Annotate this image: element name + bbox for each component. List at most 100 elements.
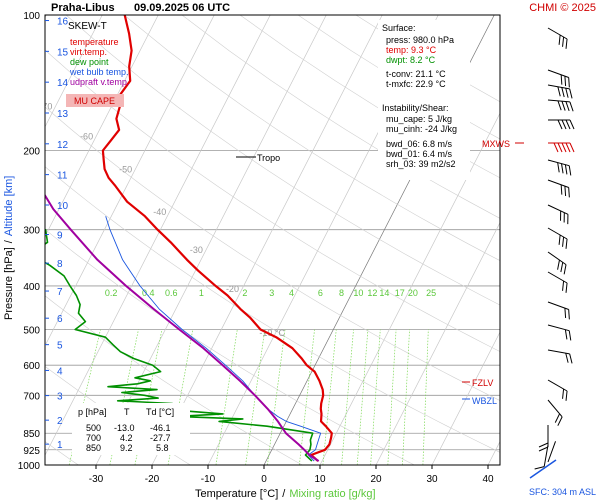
wind-barb <box>547 84 573 99</box>
wbzl-label: WBZL <box>472 396 497 406</box>
mixing-ratio-label: 10 <box>353 288 363 298</box>
dry-adiabat <box>65 15 500 306</box>
wind-barb <box>547 399 563 426</box>
grid-layer: -80 °C-70-60-50-40-30-20-10 °C <box>39 15 500 465</box>
mixing-ratio-label: 14 <box>379 288 389 298</box>
axes-layer: 1002003004005006007008509251000123456789… <box>18 11 494 485</box>
y-axis-title: Pressure [hPa] / Altitude [km] <box>3 176 15 320</box>
surface-dwpt: dwpt: 8.2 °C <box>386 55 436 65</box>
pressure-tick-500: 500 <box>23 326 40 337</box>
isotherm-20 <box>375 221 500 465</box>
mixing-ratio-line <box>167 329 194 465</box>
isotherm-10 <box>319 112 500 465</box>
mixing-ratio-label: 20 <box>408 288 418 298</box>
x-axis-title: Temperature [°C] / Mixing ratio [g/kg] <box>195 488 376 500</box>
mu-cape-label: MU CAPE <box>74 96 115 106</box>
isotherm--40 <box>45 15 271 456</box>
mu-cinh-value: mu_cinh: -24 J/kg <box>386 124 457 134</box>
isotherm-label: -70 <box>39 101 52 111</box>
temp-tick--20: -20 <box>145 474 160 485</box>
legend-item-dew-point: dew point <box>70 57 109 67</box>
y-axis-altitude-label: Altitude [km] <box>3 176 15 237</box>
surface-info-bg <box>378 20 470 180</box>
level-table-bg <box>72 403 190 455</box>
altitude-tick-10: 10 <box>57 201 69 212</box>
table-row-500-p: 500 <box>86 423 101 433</box>
series-line-temperature <box>101 15 333 462</box>
wind-barb <box>547 27 568 49</box>
pressure-tick-850: 850 <box>23 429 40 440</box>
mxws-label: MXWS <box>482 139 510 149</box>
table-header-t: T <box>124 407 130 417</box>
altitude-tick-9: 9 <box>57 230 63 241</box>
temp-tick-10: 10 <box>314 474 326 485</box>
legend-item-wet-bulb: wet bulb temp. <box>69 67 129 77</box>
table-row-850-t: 9.2 <box>120 443 133 453</box>
series-layer <box>45 15 333 462</box>
wind-barb <box>548 142 575 153</box>
altitude-tick-4: 4 <box>57 366 63 377</box>
series-line-udpraft-v-temp- <box>45 193 320 462</box>
altitude-tick-15: 15 <box>57 47 69 58</box>
mixing-ratio-line <box>215 329 238 465</box>
mixing-ratio-label: 0.4 <box>142 288 155 298</box>
table-row-700-p: 700 <box>86 433 101 443</box>
temp-tick-0: 0 <box>261 474 267 485</box>
mixing-ratio-line <box>245 329 266 465</box>
table-header-td: Td [°C] <box>146 407 174 417</box>
surface-tconv: t-conv: 21.1 °C <box>386 69 446 79</box>
altitude-tick-11: 11 <box>57 171 68 182</box>
isotherm-label: -50 <box>119 164 132 174</box>
altitude-tick-12: 12 <box>57 140 69 151</box>
dry-adiabat <box>45 228 415 465</box>
wind-barb <box>547 271 568 293</box>
mixing-ratio-label: 0.2 <box>105 288 118 298</box>
wind-barb <box>547 179 570 198</box>
wind-barbs <box>529 27 575 479</box>
mixing-ratio-label: 12 <box>367 288 377 298</box>
bwd06-value: bwd_06: 6.8 m/s <box>386 139 453 149</box>
altitude-tick-2: 2 <box>57 416 63 427</box>
isotherm-30 <box>431 331 500 465</box>
isotherm--70 <box>45 15 103 128</box>
wind-barb <box>547 159 572 176</box>
altitude-tick-1: 1 <box>57 440 63 451</box>
x-axis-mixing-label: Mixing ratio [g/kg] <box>289 488 375 500</box>
temp-tick--10: -10 <box>201 474 216 485</box>
dry-adiabat <box>45 49 500 352</box>
pressure-tick-925: 925 <box>23 446 40 457</box>
y-axis-pressure-label: Pressure [hPa] <box>3 247 15 320</box>
wind-barb <box>548 119 575 130</box>
mixing-ratio-label: 4 <box>289 288 294 298</box>
station-title: Praha-Libus <box>51 2 115 14</box>
mixing-ratio-label: 17 <box>395 288 405 298</box>
x-axis-separator: / <box>282 488 286 500</box>
legend: SKEW-T temperature virt.temp. dew point … <box>66 21 129 107</box>
wind-barb <box>547 69 570 88</box>
mixing-ratio-label: 25 <box>426 288 436 298</box>
altitude-tick-14: 14 <box>57 78 69 89</box>
bwd01-value: bwd_01: 6.4 m/s <box>386 149 453 159</box>
pressure-tick-300: 300 <box>23 226 40 237</box>
srh03-value: srh_03: 39 m2/s2 <box>386 159 456 169</box>
wind-barb <box>547 251 567 275</box>
mixing-ratio-line <box>109 329 139 465</box>
isotherm-label: -60 <box>80 131 93 141</box>
surface-temp: temp: 9.3 °C <box>386 45 437 55</box>
level-markers: Tropo MXWS FZLV WBZL SFC: 304 m ASL <box>236 139 596 497</box>
pressure-tick-100: 100 <box>23 11 40 22</box>
dry-adiabat <box>123 15 500 261</box>
mixing-ratio-label: 6 <box>318 288 323 298</box>
x-axis-temp-label: Temperature [°C] <box>195 488 278 500</box>
table-row-500-t: -13.0 <box>114 423 135 433</box>
pressure-tick-1000: 1000 <box>18 461 41 472</box>
fzlv-label: FZLV <box>472 378 493 388</box>
legend-item-virt-temp: virt.temp. <box>70 47 107 57</box>
mu-cape-badge <box>66 94 124 107</box>
table-row-850-p: 850 <box>86 443 101 453</box>
wind-barb <box>534 444 549 470</box>
mixing-ratio-line <box>68 329 101 465</box>
mixing-ratio-label: 8 <box>339 288 344 298</box>
temp-tick-20: 20 <box>370 474 382 485</box>
